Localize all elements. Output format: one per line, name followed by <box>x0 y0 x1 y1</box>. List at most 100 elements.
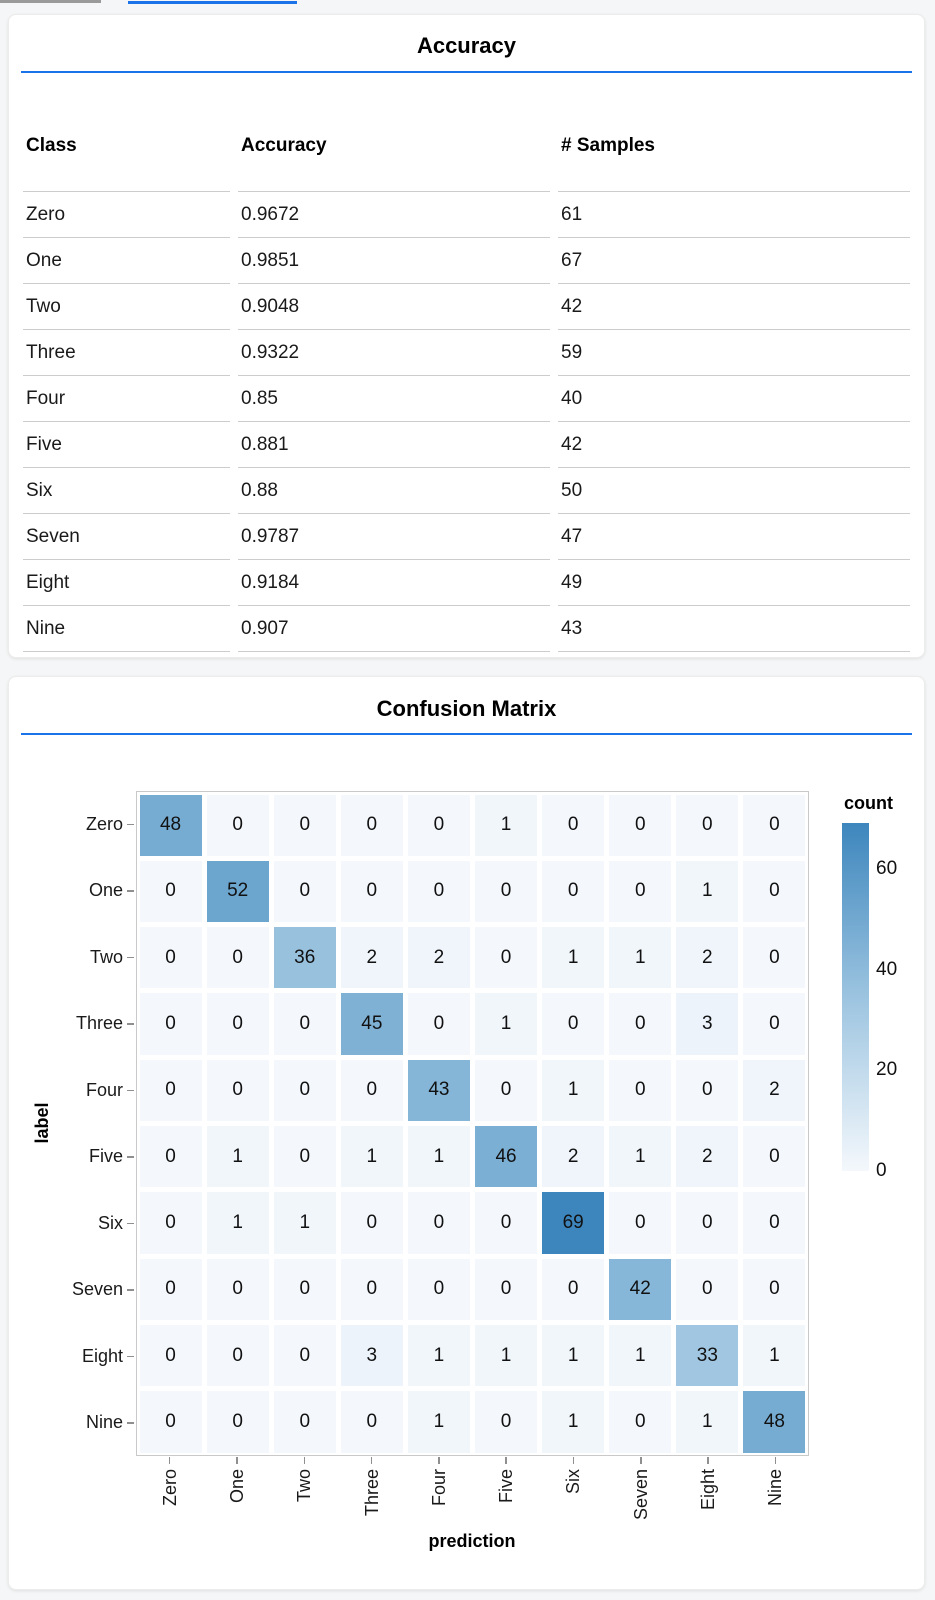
table-cell-accuracy: 0.9851 <box>238 238 550 284</box>
heatmap-cell: 0 <box>273 1126 336 1188</box>
heatmap-cell: 45 <box>340 993 403 1055</box>
heatmap-cell: 0 <box>474 1059 538 1121</box>
table-row: Five 0.881 42 <box>23 422 910 468</box>
heatmap-cell: 46 <box>474 1126 538 1188</box>
heatmap-cell: 0 <box>676 1059 739 1121</box>
heatmap-slot: 0 <box>271 1124 338 1190</box>
heatmap-cell: 1 <box>676 1391 739 1453</box>
heatmap-slot: 0 <box>271 1389 338 1455</box>
heatmap-slot: 0 <box>741 1124 808 1190</box>
heatmap-cell: 0 <box>474 860 538 923</box>
heatmap-slot: 1 <box>472 991 539 1057</box>
y-tick-label: Seven <box>71 1279 123 1300</box>
heatmap-cell: 0 <box>542 1258 605 1320</box>
heatmap-cell: 2 <box>676 1126 739 1188</box>
accuracy-title-rule <box>21 71 912 73</box>
heatmap-cell: 0 <box>609 993 672 1055</box>
heatmap-cell: 2 <box>743 1059 806 1121</box>
legend-title: count <box>844 793 893 813</box>
heatmap-cell: 0 <box>139 1059 202 1121</box>
heatmap-cell: 0 <box>273 794 336 856</box>
heatmap-slot: 1 <box>405 1124 472 1190</box>
heatmap-cell: 0 <box>542 860 605 923</box>
heatmap-slot: 2 <box>338 925 405 991</box>
table-cell-accuracy: 0.85 <box>238 376 550 422</box>
table-cell-class: Nine <box>23 606 230 652</box>
heatmap-slot: 0 <box>137 1124 204 1190</box>
table-cell-class: Six <box>23 468 230 514</box>
table-cell-samples: 67 <box>558 238 910 284</box>
y-tick-label: Zero <box>85 813 123 834</box>
heatmap-cell: 0 <box>139 993 202 1055</box>
heatmap-cell: 1 <box>474 993 538 1055</box>
color-scale-bar <box>842 823 869 1171</box>
table-row: Seven 0.9787 47 <box>23 514 910 560</box>
heatmap-slot: 0 <box>607 792 674 858</box>
heatmap-cell: 0 <box>407 993 470 1055</box>
heatmap-slot: 48 <box>741 1389 808 1455</box>
heatmap-cell: 0 <box>609 794 672 856</box>
table-cell-samples: 49 <box>558 560 910 606</box>
heatmap-cell: 0 <box>206 1059 269 1121</box>
heatmap-slot: 0 <box>137 991 204 1057</box>
y-tick-mark <box>127 1355 134 1357</box>
heatmap-slot: 0 <box>607 1389 674 1455</box>
confusion-matrix-panel-title: Confusion Matrix <box>376 696 557 721</box>
tab-active-indicator <box>128 1 297 4</box>
table-cell-accuracy: 0.907 <box>238 606 550 652</box>
x-tick-mark <box>774 1457 777 1464</box>
heatmap-slot: 0 <box>674 792 741 858</box>
heatmap-slot: 0 <box>137 1057 204 1123</box>
heatmap-cell: 1 <box>474 1324 538 1387</box>
heatmap-slot: 36 <box>271 925 338 991</box>
heatmap-slot: 0 <box>607 991 674 1057</box>
heatmap-cell: 0 <box>206 794 269 856</box>
heatmap-slot: 0 <box>405 792 472 858</box>
heatmap-slot: 0 <box>472 925 539 991</box>
table-cell-accuracy: 0.9184 <box>238 560 550 606</box>
y-tick-label: Two <box>89 946 123 967</box>
confusion-matrix-heatmap: 48 0 0 0 0 1 0 0 0 0 0 52 0 0 0 0 0 0 1 0 0 0 36 2 2 0 1 1 2 0 0 0 0 45 0 1… <box>136 791 809 1456</box>
heatmap-slot: 1 <box>674 858 741 924</box>
heatmap-slot: 0 <box>338 792 405 858</box>
heatmap-slot: 1 <box>405 1322 472 1388</box>
heatmap-slot: 1 <box>338 1124 405 1190</box>
y-tick-mark <box>127 1023 134 1025</box>
heatmap-slot: 0 <box>204 925 271 991</box>
heatmap-slot: 0 <box>741 991 808 1057</box>
heatmap-cell: 0 <box>407 1258 470 1320</box>
heatmap-cell: 0 <box>609 1059 672 1121</box>
y-tick-mark <box>127 890 134 892</box>
heatmap-cell: 0 <box>474 1192 538 1254</box>
x-tick-mark <box>438 1457 440 1464</box>
table-cell-accuracy: 0.9048 <box>238 284 550 330</box>
heatmap-cell: 1 <box>273 1192 336 1254</box>
x-tick-mark <box>707 1457 709 1464</box>
heatmap-cell: 0 <box>743 1126 806 1188</box>
heatmap-slot: 0 <box>540 991 607 1057</box>
y-tick-label: Six <box>97 1212 123 1233</box>
y-tick-mark <box>127 1089 134 1091</box>
y-tick-mark <box>127 1156 134 1158</box>
x-tick-label: Zero <box>159 1469 180 1507</box>
heatmap-slot: 0 <box>607 1057 674 1123</box>
heatmap-cell: 0 <box>676 794 739 856</box>
table-cell-samples: 42 <box>558 422 910 468</box>
scrollbar-thumb[interactable] <box>0 0 101 3</box>
heatmap-cell: 52 <box>206 860 269 923</box>
heatmap-cell: 2 <box>676 927 739 989</box>
table-row: One 0.9851 67 <box>23 238 910 284</box>
x-axis-title: prediction <box>428 1531 516 1551</box>
heatmap-cell: 0 <box>407 794 470 856</box>
table-row: Three 0.9322 59 <box>23 330 910 376</box>
confusion-matrix-panel: Confusion Matrix 48 0 0 0 0 1 0 0 0 0 0 52 0 0 0 0 0 0 1 0 0… <box>8 676 925 1590</box>
heatmap-slot: 1 <box>540 1057 607 1123</box>
table-cell-class: Zero <box>23 192 230 238</box>
table-cell-samples: 61 <box>558 192 910 238</box>
heatmap-slot: 1 <box>674 1389 741 1455</box>
x-tick-label: Six <box>563 1469 584 1495</box>
heatmap-cell: 0 <box>743 1192 806 1254</box>
heatmap-cell: 1 <box>542 1391 605 1453</box>
heatmap-cell: 48 <box>743 1391 806 1453</box>
heatmap-cell: 1 <box>743 1324 806 1387</box>
